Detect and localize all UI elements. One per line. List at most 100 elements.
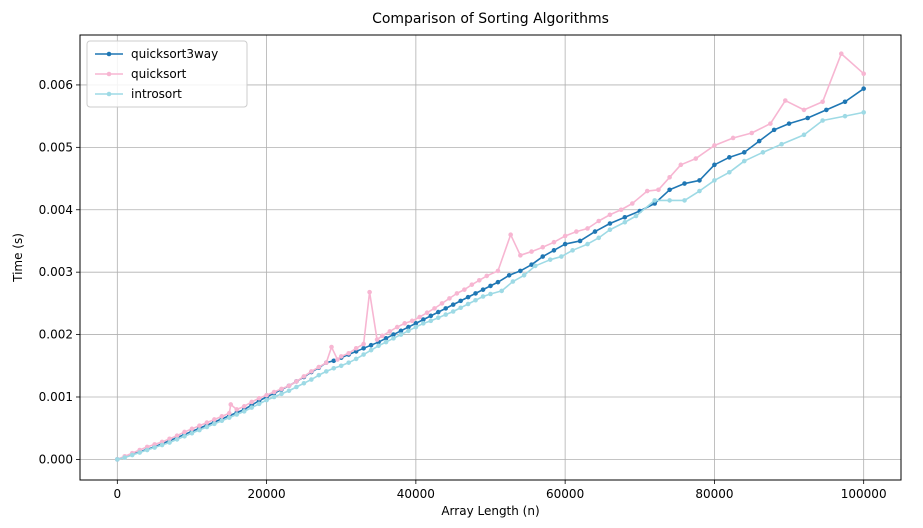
data-point-introsort xyxy=(406,328,411,334)
data-point-quicksort xyxy=(462,287,467,292)
data-point-quicksort3way xyxy=(667,187,672,193)
data-point-quicksort xyxy=(271,389,277,395)
data-point-introsort xyxy=(368,347,374,353)
legend-box xyxy=(86,40,248,108)
data-point-quicksort xyxy=(417,314,422,320)
data-point-quicksort xyxy=(518,253,523,258)
data-point-quicksort xyxy=(264,392,269,398)
series-line-introsort xyxy=(117,111,864,461)
data-point-introsort xyxy=(622,219,628,225)
x-tick-label: 80000 xyxy=(695,487,733,501)
data-point-quicksort3way xyxy=(428,313,434,319)
data-point-quicksort xyxy=(596,218,602,224)
data-point-introsort xyxy=(346,360,351,365)
data-point-quicksort3way xyxy=(443,306,449,311)
data-point-quicksort xyxy=(228,402,234,407)
series-introsort xyxy=(115,110,866,462)
x-tick-label: 20000 xyxy=(247,487,285,501)
data-point-quicksort3way xyxy=(413,321,419,326)
data-point-introsort xyxy=(152,445,157,450)
data-point-quicksort xyxy=(394,324,400,330)
data-point-introsort xyxy=(182,434,187,439)
data-point-quicksort3way xyxy=(458,298,463,304)
data-point-quicksort xyxy=(820,99,825,105)
y-tick-label: 0.000 xyxy=(39,452,73,466)
data-point-introsort xyxy=(309,377,314,382)
data-point-quicksort xyxy=(174,433,180,438)
legend-marker-quicksort xyxy=(106,71,112,77)
data-point-quicksort3way xyxy=(697,178,702,183)
series-group xyxy=(115,51,866,462)
data-point-quicksort xyxy=(783,98,788,103)
data-point-quicksort3way xyxy=(398,328,404,334)
data-point-introsort xyxy=(547,257,553,262)
data-point-introsort xyxy=(510,279,516,284)
data-point-quicksort3way xyxy=(480,287,486,292)
data-point-introsort xyxy=(398,332,404,337)
data-point-quicksort3way xyxy=(592,229,598,234)
data-point-introsort xyxy=(633,213,639,219)
data-point-quicksort xyxy=(801,107,807,113)
data-point-quicksort xyxy=(768,121,773,126)
data-point-quicksort xyxy=(508,232,513,238)
data-point-introsort xyxy=(129,452,135,458)
data-point-quicksort xyxy=(346,351,351,356)
grid-lines xyxy=(80,35,901,480)
data-point-introsort xyxy=(480,294,486,299)
data-point-quicksort xyxy=(301,374,307,379)
data-point-quicksort3way xyxy=(712,162,717,168)
data-point-introsort xyxy=(174,437,180,442)
data-point-quicksort xyxy=(540,244,546,250)
data-point-quicksort3way xyxy=(842,99,848,105)
data-point-introsort xyxy=(682,198,687,203)
data-point-quicksort3way xyxy=(727,155,732,160)
data-point-quicksort xyxy=(256,395,262,401)
data-point-introsort xyxy=(450,309,456,314)
data-point-quicksort xyxy=(730,135,736,141)
chart-title: Comparison of Sorting Algorithms xyxy=(372,11,609,27)
data-point-quicksort3way xyxy=(786,121,792,126)
data-point-quicksort xyxy=(838,51,844,57)
data-point-introsort xyxy=(376,343,381,349)
data-point-quicksort xyxy=(329,344,334,350)
data-point-introsort xyxy=(271,394,277,400)
legend-label-quicksort: quicksort xyxy=(131,67,187,81)
legend-label-quicksort3way: quicksort3way xyxy=(131,47,218,61)
data-point-introsort xyxy=(760,150,766,155)
data-point-quicksort xyxy=(562,233,568,239)
data-point-quicksort3way xyxy=(741,150,747,155)
data-point-quicksort xyxy=(484,273,490,279)
data-point-quicksort xyxy=(585,226,590,231)
data-point-quicksort xyxy=(361,341,366,347)
data-point-quicksort xyxy=(324,360,329,365)
data-point-quicksort3way xyxy=(805,115,810,121)
data-point-introsort xyxy=(219,418,225,424)
data-point-introsort xyxy=(137,450,143,455)
data-point-introsort xyxy=(249,405,254,410)
data-point-introsort xyxy=(294,384,299,390)
data-point-quicksort3way xyxy=(607,221,613,226)
data-point-quicksort xyxy=(353,346,359,351)
data-point-quicksort xyxy=(618,207,624,213)
data-point-introsort xyxy=(607,227,613,233)
data-point-introsort xyxy=(421,321,426,326)
data-point-introsort xyxy=(286,388,292,394)
x-tick-label: 0 xyxy=(113,487,121,501)
data-point-quicksort3way xyxy=(495,279,501,285)
data-point-quicksort xyxy=(712,143,717,148)
data-point-introsort xyxy=(226,415,232,420)
y-tick-label: 0.001 xyxy=(39,390,73,404)
data-point-introsort xyxy=(428,318,434,324)
data-point-introsort xyxy=(667,198,672,203)
data-point-quicksort3way xyxy=(756,138,762,144)
x-axis-label: Array Length (n) xyxy=(441,504,539,518)
data-point-quicksort xyxy=(286,383,292,389)
data-point-quicksort xyxy=(424,310,430,316)
data-point-quicksort3way xyxy=(622,214,628,220)
data-point-quicksort3way xyxy=(771,127,777,133)
data-point-quicksort xyxy=(477,277,482,283)
data-point-quicksort3way xyxy=(361,346,366,351)
data-point-quicksort xyxy=(374,337,380,342)
data-point-quicksort xyxy=(241,404,247,409)
